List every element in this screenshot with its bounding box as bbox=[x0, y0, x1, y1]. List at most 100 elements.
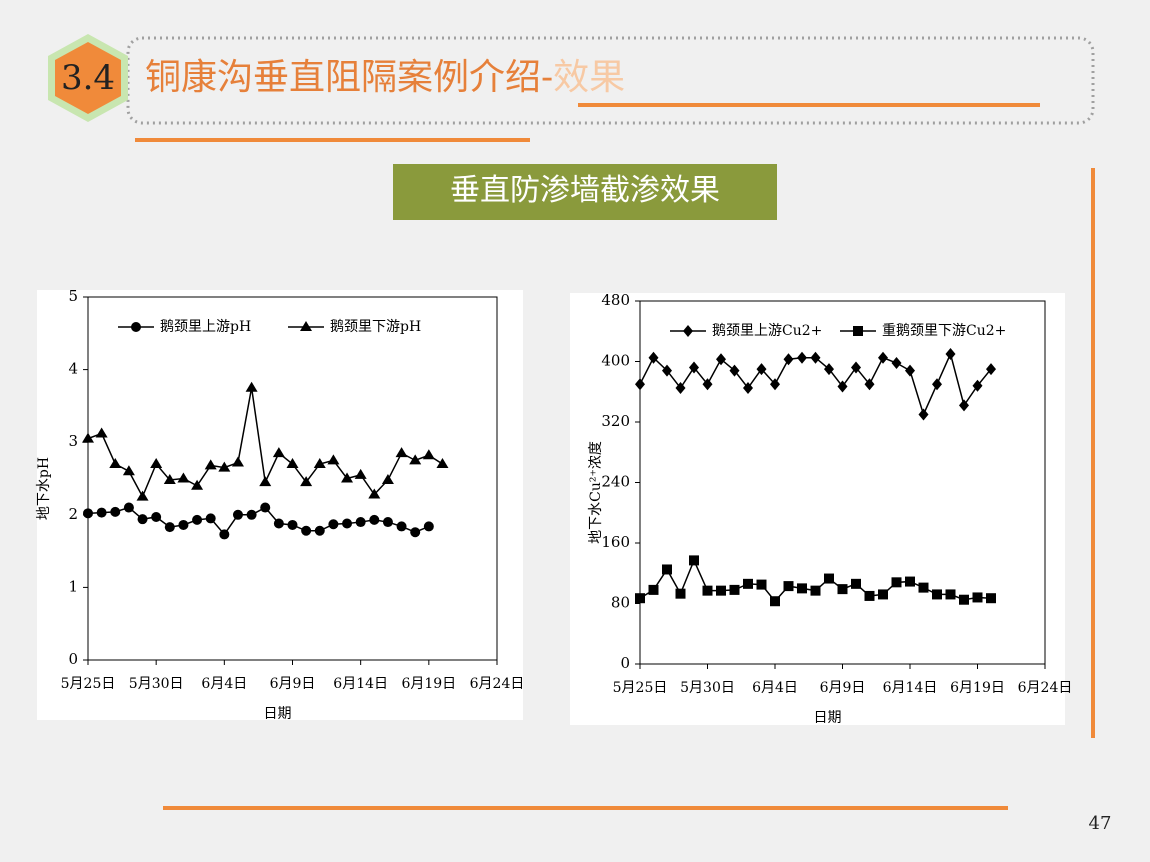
banner: 垂直防渗墙截渗效果 bbox=[450, 173, 720, 208]
y-tick-label: 2 bbox=[68, 505, 78, 523]
point bbox=[83, 508, 93, 519]
page-number: 47 bbox=[1089, 813, 1112, 834]
point bbox=[716, 353, 726, 366]
chart-panel bbox=[37, 290, 523, 720]
point bbox=[245, 381, 258, 392]
y-tick-label: 400 bbox=[601, 352, 630, 370]
point bbox=[986, 593, 996, 604]
x-tick-label: 6月24日 bbox=[470, 676, 525, 692]
point bbox=[246, 509, 257, 520]
x-tick-label: 6月9日 bbox=[820, 680, 866, 696]
x-tick-label: 6月4日 bbox=[201, 676, 247, 692]
point bbox=[409, 454, 422, 465]
point bbox=[328, 519, 339, 530]
legend-label: 鹅颈里上游Cu2+ bbox=[712, 322, 822, 339]
point bbox=[354, 468, 367, 479]
point bbox=[192, 514, 203, 525]
point bbox=[410, 527, 421, 538]
point bbox=[689, 555, 699, 566]
point bbox=[770, 378, 780, 391]
legend-marker bbox=[300, 321, 312, 331]
point bbox=[756, 363, 767, 376]
point bbox=[109, 457, 122, 468]
x-tick-label: 5月30日 bbox=[129, 676, 184, 692]
point bbox=[300, 476, 313, 487]
point bbox=[136, 490, 149, 501]
point bbox=[82, 432, 94, 443]
x-tick-label: 6月9日 bbox=[270, 676, 316, 692]
y-axis-label: 地下水pH bbox=[36, 457, 52, 520]
point bbox=[272, 447, 285, 458]
x-tick-label: 6月24日 bbox=[1018, 680, 1073, 696]
x-tick-label: 6月14日 bbox=[333, 676, 388, 692]
point bbox=[810, 351, 821, 364]
legend-label: 鹅颈里上游pH bbox=[160, 318, 251, 335]
point bbox=[891, 357, 902, 370]
x-tick-label: 6月19日 bbox=[401, 676, 456, 692]
point bbox=[260, 502, 271, 513]
point bbox=[783, 353, 794, 366]
point bbox=[918, 582, 929, 593]
point bbox=[150, 457, 163, 468]
point bbox=[959, 594, 969, 605]
x-tick-label: 5月30日 bbox=[680, 680, 735, 696]
point bbox=[945, 347, 956, 360]
point bbox=[864, 378, 875, 391]
point bbox=[396, 521, 407, 532]
point bbox=[218, 461, 231, 472]
hexagon bbox=[55, 42, 121, 114]
point bbox=[824, 363, 834, 376]
legend-marker bbox=[683, 325, 693, 337]
point bbox=[231, 456, 244, 467]
point bbox=[436, 457, 449, 468]
point bbox=[95, 427, 108, 438]
title-frame bbox=[126, 36, 1095, 125]
point bbox=[177, 472, 190, 483]
y-tick-label: 0 bbox=[620, 654, 630, 672]
point bbox=[878, 589, 888, 600]
point bbox=[743, 578, 753, 589]
point bbox=[662, 564, 672, 575]
point bbox=[878, 351, 888, 364]
point bbox=[837, 584, 848, 595]
point bbox=[164, 522, 175, 533]
point bbox=[675, 588, 686, 599]
point bbox=[648, 584, 659, 595]
point bbox=[287, 519, 298, 530]
x-tick-label: 6月4日 bbox=[752, 680, 798, 696]
point bbox=[273, 518, 284, 529]
point bbox=[259, 476, 272, 487]
point bbox=[368, 488, 381, 499]
x-tick-label: 6月14日 bbox=[883, 680, 938, 696]
point bbox=[837, 380, 848, 393]
point bbox=[729, 584, 740, 595]
point bbox=[382, 517, 393, 528]
point bbox=[301, 525, 312, 536]
point bbox=[422, 449, 435, 460]
y-tick-label: 3 bbox=[68, 432, 78, 450]
point bbox=[743, 381, 753, 394]
y-tick-label: 240 bbox=[601, 473, 630, 491]
point bbox=[137, 514, 148, 525]
point bbox=[110, 506, 121, 517]
x-tick-label: 5月25日 bbox=[613, 680, 668, 696]
point bbox=[851, 361, 861, 374]
y-tick-label: 320 bbox=[601, 412, 630, 430]
point bbox=[151, 511, 162, 522]
point bbox=[702, 585, 713, 596]
point bbox=[314, 525, 325, 536]
legend-label: 重鹅颈里下游Cu2+ bbox=[882, 322, 1006, 339]
point bbox=[369, 514, 380, 525]
y-tick-label: 160 bbox=[601, 533, 630, 551]
point bbox=[797, 351, 807, 364]
point bbox=[191, 479, 204, 490]
point bbox=[986, 363, 996, 376]
point bbox=[96, 507, 107, 518]
point bbox=[959, 399, 969, 412]
x-axis-label: 日期 bbox=[264, 706, 292, 722]
x-tick-label: 5月25日 bbox=[61, 676, 116, 692]
legend-label: 鹅颈里下游pH bbox=[330, 318, 421, 335]
title: 铜康沟垂直阻隔案例介绍-效果 bbox=[145, 57, 625, 98]
point bbox=[689, 361, 699, 374]
